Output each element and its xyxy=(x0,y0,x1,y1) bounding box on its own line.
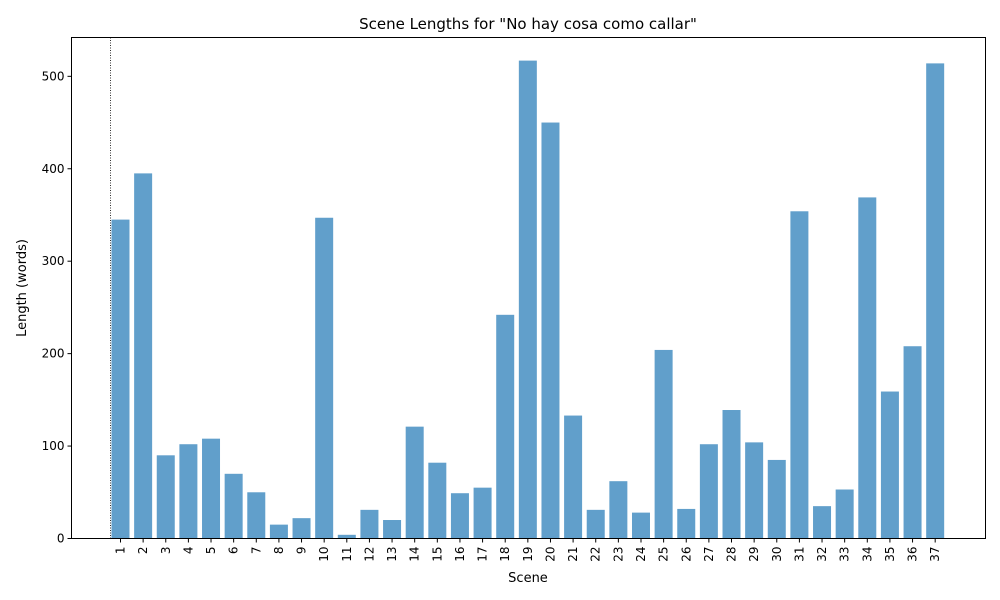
x-tick-label: 21 xyxy=(566,547,580,562)
y-tick-label: 0 xyxy=(57,532,65,546)
x-tick-label: 1 xyxy=(114,547,128,555)
bar-scene-6 xyxy=(224,473,243,539)
x-axis-label: Scene xyxy=(508,571,548,586)
plot-frame xyxy=(71,37,986,539)
x-tick-label: 17 xyxy=(476,547,490,562)
x-tick-label: 8 xyxy=(272,547,286,555)
x-tick-label: 29 xyxy=(747,547,761,562)
bar-scene-29 xyxy=(745,442,764,539)
y-axis-label: Length (words) xyxy=(15,239,30,337)
x-tick-label: 32 xyxy=(815,547,829,562)
x-tick-label: 13 xyxy=(385,547,399,562)
x-tick-label: 23 xyxy=(611,547,625,562)
bar-scene-30 xyxy=(767,459,786,539)
bar-scene-27 xyxy=(699,444,718,539)
bar-scene-12 xyxy=(360,509,379,539)
bars-group xyxy=(111,60,945,539)
x-tick-label: 34 xyxy=(860,547,874,562)
bar-scene-3 xyxy=(156,455,175,539)
x-tick-label: 5 xyxy=(204,547,218,555)
bar-scene-19 xyxy=(518,60,537,539)
bar-scene-28 xyxy=(722,410,741,539)
x-tick-label: 7 xyxy=(249,547,263,555)
y-tick-label: 400 xyxy=(42,162,65,176)
x-tick-label: 12 xyxy=(362,547,376,562)
bar-scene-11 xyxy=(337,534,356,539)
x-tick-label: 3 xyxy=(159,547,173,555)
bar-scene-24 xyxy=(631,512,650,539)
x-tick-label: 4 xyxy=(181,547,195,555)
x-tick-label: 9 xyxy=(295,547,309,555)
bar-scene-9 xyxy=(292,518,311,539)
bar-scene-18 xyxy=(496,314,515,539)
x-tick-label: 24 xyxy=(634,547,648,562)
bar-scene-4 xyxy=(179,444,198,539)
x-tick-label: 18 xyxy=(498,547,512,562)
bar-scene-26 xyxy=(677,508,696,539)
bar-scene-34 xyxy=(858,197,877,539)
bar-scene-32 xyxy=(813,506,832,539)
bar-scene-13 xyxy=(383,520,402,539)
x-tick-label: 14 xyxy=(408,547,422,562)
y-axis-ticks: 0 100 200 300 400 500 xyxy=(42,69,72,546)
x-tick-label: 16 xyxy=(453,547,467,562)
bar-scene-10 xyxy=(315,217,334,539)
x-tick-label: 36 xyxy=(906,547,920,562)
x-tick-label: 10 xyxy=(317,547,331,562)
bar-scene-5 xyxy=(202,438,221,539)
bar-scene-7 xyxy=(247,492,266,539)
y-tick-label: 100 xyxy=(42,439,65,453)
x-tick-label: 15 xyxy=(430,547,444,562)
x-axis-ticks: 1 2 3 4 5 6 7 8 9 10 11 12 13 14 15 16 17 18 19 20 21 22 23 24 2… xyxy=(114,538,942,562)
x-tick-label: 27 xyxy=(702,547,716,562)
bar-scene-16 xyxy=(450,493,469,539)
x-tick-label: 19 xyxy=(521,547,535,562)
bar-scene-15 xyxy=(428,462,447,539)
bar-scene-37 xyxy=(926,63,945,539)
x-tick-label: 26 xyxy=(679,547,693,562)
bar-scene-31 xyxy=(790,211,809,539)
x-tick-label: 25 xyxy=(657,547,671,562)
bar-scene-21 xyxy=(564,415,583,539)
chart-title: Scene Lengths for "No hay cosa como call… xyxy=(359,15,697,33)
y-tick-label: 200 xyxy=(42,347,65,361)
x-tick-label: 35 xyxy=(883,547,897,562)
x-tick-label: 20 xyxy=(543,547,557,562)
bar-scene-25 xyxy=(654,349,673,539)
x-tick-label: 2 xyxy=(136,547,150,555)
x-tick-label: 22 xyxy=(589,547,603,562)
x-tick-label: 6 xyxy=(227,547,241,555)
bar-scene-36 xyxy=(903,346,922,539)
bar-scene-17 xyxy=(473,487,492,539)
bar-scene-22 xyxy=(586,509,605,539)
bar-scene-20 xyxy=(541,122,560,539)
bar-scene-2 xyxy=(134,173,153,539)
x-tick-label: 11 xyxy=(340,547,354,562)
bar-scene-33 xyxy=(835,489,854,539)
x-tick-label: 28 xyxy=(725,547,739,562)
bar-scene-35 xyxy=(880,391,899,539)
bar-scene-14 xyxy=(405,426,424,539)
x-tick-label: 33 xyxy=(838,547,852,562)
bar-scene-23 xyxy=(609,481,628,539)
x-tick-label: 30 xyxy=(770,547,784,562)
bar-scene-1 xyxy=(111,219,130,539)
y-tick-label: 300 xyxy=(42,254,65,268)
x-tick-label: 37 xyxy=(928,547,942,562)
bar-scene-8 xyxy=(269,524,288,539)
y-tick-label: 500 xyxy=(42,69,65,83)
x-tick-label: 31 xyxy=(792,547,806,562)
